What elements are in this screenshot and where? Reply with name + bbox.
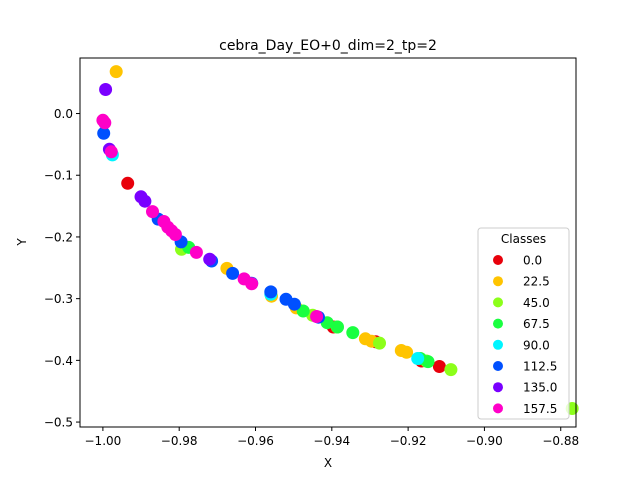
data-point (99, 83, 113, 96)
data-point (287, 297, 301, 311)
x-axis-label: X (324, 456, 332, 470)
y-tick-label: −0.5 (44, 416, 73, 430)
legend-marker (493, 255, 503, 265)
legend-label: 0.0 (523, 254, 542, 268)
data-point (411, 352, 425, 365)
x-tick-label: −0.90 (466, 434, 503, 448)
data-point (98, 116, 112, 130)
legend: Classes 0.0 22.5 45.0 67.5 90.0 112.5 135.0 157.… (477, 227, 570, 420)
data-point (421, 355, 435, 369)
legend-label: 112.5 (523, 360, 557, 374)
chart-title: cebra_Day_EO+0_dim=2_tp=2 (219, 38, 437, 54)
data-point (331, 320, 344, 334)
y-axis-label: Y (15, 238, 29, 247)
y-tick-label: −0.1 (44, 169, 73, 183)
legend-label: 135.0 (523, 381, 557, 395)
legend-box (477, 227, 570, 420)
data-point (138, 194, 152, 208)
x-axis-ticks: −1.00 −0.98 −0.96 −0.94 −0.92 −0.90 −0.88 (85, 427, 579, 448)
y-tick-label: 0.0 (54, 107, 73, 121)
y-tick-label: −0.4 (44, 354, 73, 368)
legend-marker (493, 276, 503, 287)
data-point (168, 228, 182, 241)
data-point (373, 336, 386, 350)
data-point (245, 277, 259, 291)
data-point (189, 245, 203, 259)
legend-marker (493, 339, 503, 350)
data-point (432, 360, 446, 373)
legend-marker (493, 318, 503, 329)
legend-marker (493, 297, 503, 308)
data-point (226, 266, 240, 280)
legend-title: Classes (501, 232, 546, 246)
data-point (346, 326, 360, 340)
legend-label: 45.0 (523, 296, 550, 310)
data-point (203, 252, 217, 266)
y-axis-ticks: 0.0 −0.1 −0.2 −0.3 −0.4 −0.5 (44, 107, 80, 430)
legend-marker (493, 361, 503, 371)
data-point (444, 363, 458, 377)
data-point (400, 345, 414, 359)
legend-label: 90.0 (523, 338, 550, 352)
legend-marker (493, 382, 503, 393)
data-point (121, 176, 135, 190)
data-point (97, 126, 111, 140)
data-point (264, 285, 278, 299)
x-tick-label: −1.00 (85, 434, 122, 448)
data-point (310, 310, 324, 323)
plot-frame (79, 57, 577, 428)
legend-label: 22.5 (523, 275, 550, 289)
y-tick-label: −0.2 (44, 230, 73, 244)
x-tick-label: −0.98 (161, 434, 198, 448)
x-tick-label: −0.94 (313, 434, 350, 448)
x-tick-label: −0.88 (542, 434, 579, 448)
legend-marker (493, 403, 503, 414)
points-layer (96, 65, 579, 415)
x-tick-label: −0.92 (390, 434, 427, 448)
legend-label: 157.5 (523, 402, 557, 416)
data-point (104, 145, 118, 159)
data-point (296, 304, 310, 318)
data-point (109, 65, 123, 79)
data-point (146, 205, 159, 219)
legend-label: 67.5 (523, 317, 550, 331)
x-tick-label: −0.96 (237, 434, 274, 448)
y-tick-label: −0.3 (44, 292, 73, 306)
